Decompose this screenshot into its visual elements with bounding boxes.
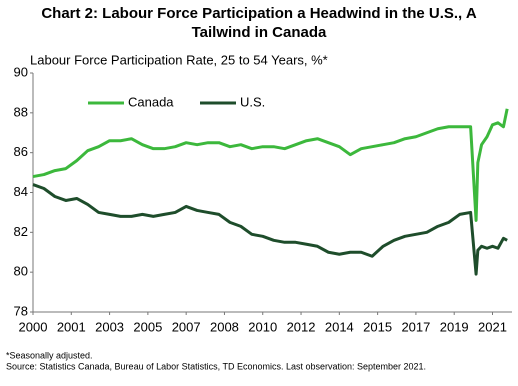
y-tick-label: 88 — [14, 104, 28, 119]
x-tick-label: 2012 — [287, 319, 316, 334]
x-tick-label: 2014 — [325, 319, 354, 334]
x-tick-label: 2021 — [478, 319, 507, 334]
x-tick-label: 2015 — [363, 319, 392, 334]
x-tick-label: 2010 — [248, 319, 277, 334]
subtitle: Labour Force Participation Rate, 25 to 5… — [30, 52, 328, 67]
x-tick-label: 2000 — [19, 319, 48, 334]
legend-label: Canada — [128, 94, 174, 109]
x-tick-label: 2019 — [440, 319, 469, 334]
legend-label: U.S. — [240, 94, 265, 109]
x-tick-label: 2007 — [172, 319, 201, 334]
x-tick-label: 2001 — [57, 319, 86, 334]
y-tick-label: 90 — [14, 64, 28, 79]
x-tick-label: 2003 — [95, 319, 124, 334]
footnote: *Seasonally adjusted. — [6, 350, 93, 360]
y-tick-label: 86 — [14, 144, 28, 159]
y-tick-label: 78 — [14, 303, 28, 318]
y-tick-label: 82 — [14, 224, 28, 239]
x-tick-label: 2005 — [133, 319, 162, 334]
chart-title: Chart 2: Labour Force Participation a He… — [41, 5, 477, 41]
series-line — [32, 183, 508, 276]
y-tick-label: 84 — [14, 184, 28, 199]
y-tick-label: 80 — [14, 264, 28, 279]
x-tick-label: 2017 — [401, 319, 430, 334]
footnote: Source: Statistics Canada, Bureau of Lab… — [6, 361, 426, 371]
x-tick-label: 2008 — [210, 319, 239, 334]
series-line — [32, 108, 509, 222]
